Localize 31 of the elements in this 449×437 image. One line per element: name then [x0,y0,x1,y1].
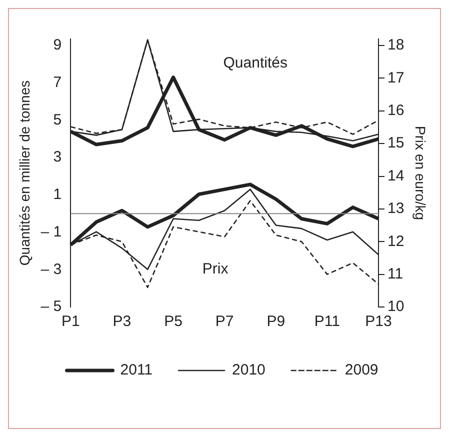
annotation: Quantités [223,54,288,72]
x-tick-label: P13 [365,313,392,330]
y-tick-label: 3 [53,148,62,166]
x-tick-label: P7 [215,313,234,330]
y-tick-label: – 5 [40,298,62,316]
legend-label: 2009 [344,362,378,379]
y2-tick-label: 15 [388,134,404,152]
x-tick-label: P9 [266,313,286,330]
y2-tick-label: 12 [388,232,404,250]
y2-tick-label: 17 [388,69,404,86]
x-tick-label: P11 [314,313,340,330]
y2-tick-label: 10 [388,298,404,316]
annotation: Prix [202,260,229,278]
y2-tick-label: 11 [388,265,404,282]
y2-tick-label: 14 [388,167,404,184]
y2-axis-title: Prix en euro/kg [412,126,429,220]
y-tick-label: – 1 [40,223,62,240]
x-tick-label: P3 [112,313,132,330]
legend-label: 2010 [232,362,266,379]
y-tick-label: 1 [53,186,62,204]
y-tick-label: 9 [53,36,62,54]
x-tick-label: P5 [164,313,182,330]
x-tick-label: P1 [61,313,80,330]
y2-tick-label: 16 [388,102,404,120]
y2-tick-label: 13 [388,200,404,218]
y-tick-label: 7 [53,74,62,92]
y-tick-label: – 3 [40,260,62,278]
legend-label: 2011 [120,362,153,379]
y-tick-label: 5 [53,111,62,128]
y2-tick-label: 18 [388,36,404,54]
y-axis-title: Quantités en millier de tonnes [16,80,32,266]
